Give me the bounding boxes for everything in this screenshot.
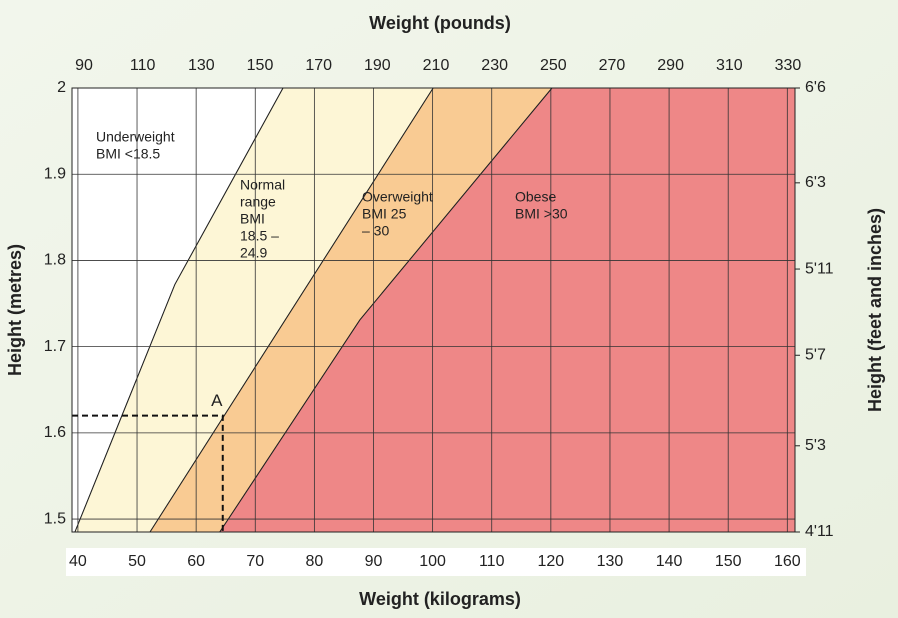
x-tick-label: 150: [715, 553, 742, 570]
x-tick-label: 130: [597, 553, 624, 570]
zone-label: BMI: [240, 211, 265, 227]
zone-label: Normal: [240, 177, 285, 193]
x2-tick-label: 330: [775, 57, 802, 74]
x-tick-label: 90: [365, 553, 383, 570]
y-tick-label: 1.6: [44, 424, 66, 441]
marker-guide: [72, 414, 224, 532]
y-tick-label: 1.5: [44, 510, 66, 527]
zone-label: – 30: [362, 223, 389, 239]
y2-tick-label: 5'7: [805, 346, 826, 363]
zone-label: Obese: [515, 189, 556, 205]
y2-tick-label: 5'11: [805, 260, 834, 277]
y2-tick-label: 6'3: [805, 174, 826, 191]
zone-label: range: [240, 194, 276, 210]
x2-tick-label: 150: [247, 57, 274, 74]
y-axis-title: Height (metres): [5, 244, 25, 376]
zone-label: BMI 25: [362, 206, 407, 222]
zone-label: Underweight: [96, 129, 175, 145]
x2-tick-label: 90: [75, 57, 93, 74]
zone-label: BMI >30: [515, 206, 568, 222]
plot-frame: [71, 87, 796, 533]
y-tick-label: 1.9: [44, 165, 66, 182]
y2-tick-label: 4'11: [805, 523, 834, 540]
x-tick-label: 140: [656, 553, 683, 570]
x2-tick-label: 190: [364, 57, 391, 74]
label-band: [66, 548, 806, 576]
x2-tick-label: 130: [188, 57, 215, 74]
zone-label: Overweight: [362, 189, 433, 205]
x2-tick-label: 250: [540, 57, 567, 74]
y-tick-label: 2: [57, 79, 66, 96]
x-tick-label: 100: [419, 553, 446, 570]
zone-label: 24.9: [240, 245, 267, 261]
x-tick-label: 160: [774, 553, 801, 570]
zone-label: 18.5 –: [240, 228, 279, 244]
x-axis-title: Weight (kilograms): [359, 589, 521, 609]
x-tick-label: 70: [246, 553, 264, 570]
x-tick-label: 80: [305, 553, 323, 570]
x-tick-label: 50: [128, 553, 146, 570]
x-tick-label: 110: [479, 553, 505, 570]
y-tick-label: 1.7: [44, 338, 66, 355]
x2-tick-label: 270: [599, 57, 626, 74]
y2-tick-label: 5'3: [805, 437, 826, 454]
x2-tick-label: 290: [657, 57, 684, 74]
x-tick-label: 40: [69, 553, 87, 570]
zone-label: BMI <18.5: [96, 146, 160, 162]
x2-tick-label: 170: [305, 57, 332, 74]
x2-tick-label: 230: [481, 57, 508, 74]
y2-axis-title: Height (feet and inches): [865, 208, 885, 412]
x-tick-label: 120: [537, 553, 564, 570]
x2-tick-label: 310: [716, 57, 743, 74]
marker-label: A: [211, 391, 223, 410]
x-tick-label: 60: [187, 553, 205, 570]
x2-axis-title: Weight (pounds): [369, 13, 511, 33]
x2-tick-label: 210: [423, 57, 450, 74]
y-tick-label: 1.8: [44, 252, 66, 269]
y2-tick-label: 6'6: [805, 79, 826, 96]
x2-tick-label: 110: [130, 57, 156, 74]
